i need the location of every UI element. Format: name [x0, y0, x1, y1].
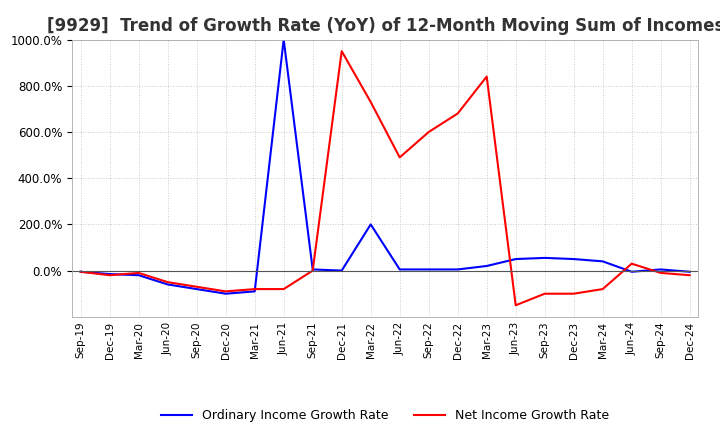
- Ordinary Income Growth Rate: [163, 282, 172, 287]
- Net Income Growth Rate: [76, 269, 85, 275]
- Ordinary Income Growth Rate: [192, 286, 201, 292]
- Ordinary Income Growth Rate: [424, 267, 433, 272]
- Ordinary Income Growth Rate: [511, 257, 520, 262]
- Ordinary Income Growth Rate: [338, 268, 346, 273]
- Ordinary Income Growth Rate: [570, 257, 578, 262]
- Ordinary Income Growth Rate: [221, 291, 230, 297]
- Ordinary Income Growth Rate: [598, 259, 607, 264]
- Net Income Growth Rate: [685, 272, 694, 278]
- Net Income Growth Rate: [135, 270, 143, 275]
- Line: Net Income Growth Rate: Net Income Growth Rate: [81, 51, 690, 305]
- Ordinary Income Growth Rate: [395, 267, 404, 272]
- Net Income Growth Rate: [366, 99, 375, 105]
- Net Income Growth Rate: [570, 291, 578, 297]
- Net Income Growth Rate: [424, 129, 433, 135]
- Net Income Growth Rate: [511, 303, 520, 308]
- Net Income Growth Rate: [308, 268, 317, 273]
- Net Income Growth Rate: [251, 286, 259, 292]
- Net Income Growth Rate: [541, 291, 549, 297]
- Ordinary Income Growth Rate: [685, 269, 694, 275]
- Ordinary Income Growth Rate: [279, 37, 288, 42]
- Ordinary Income Growth Rate: [454, 267, 462, 272]
- Net Income Growth Rate: [221, 289, 230, 294]
- Ordinary Income Growth Rate: [135, 272, 143, 278]
- Ordinary Income Growth Rate: [251, 289, 259, 294]
- Net Income Growth Rate: [454, 111, 462, 116]
- Net Income Growth Rate: [598, 286, 607, 292]
- Title: [9929]  Trend of Growth Rate (YoY) of 12-Month Moving Sum of Incomes: [9929] Trend of Growth Rate (YoY) of 12-…: [47, 17, 720, 35]
- Net Income Growth Rate: [105, 272, 114, 278]
- Ordinary Income Growth Rate: [541, 255, 549, 260]
- Legend: Ordinary Income Growth Rate, Net Income Growth Rate: Ordinary Income Growth Rate, Net Income …: [156, 404, 614, 427]
- Ordinary Income Growth Rate: [105, 271, 114, 277]
- Ordinary Income Growth Rate: [76, 269, 85, 275]
- Ordinary Income Growth Rate: [657, 267, 665, 272]
- Net Income Growth Rate: [163, 279, 172, 285]
- Ordinary Income Growth Rate: [627, 269, 636, 275]
- Line: Ordinary Income Growth Rate: Ordinary Income Growth Rate: [81, 40, 690, 294]
- Net Income Growth Rate: [395, 155, 404, 160]
- Net Income Growth Rate: [338, 48, 346, 54]
- Ordinary Income Growth Rate: [482, 263, 491, 268]
- Net Income Growth Rate: [192, 284, 201, 290]
- Net Income Growth Rate: [482, 74, 491, 79]
- Net Income Growth Rate: [657, 270, 665, 275]
- Ordinary Income Growth Rate: [308, 267, 317, 272]
- Ordinary Income Growth Rate: [366, 222, 375, 227]
- Net Income Growth Rate: [279, 286, 288, 292]
- Net Income Growth Rate: [627, 261, 636, 266]
